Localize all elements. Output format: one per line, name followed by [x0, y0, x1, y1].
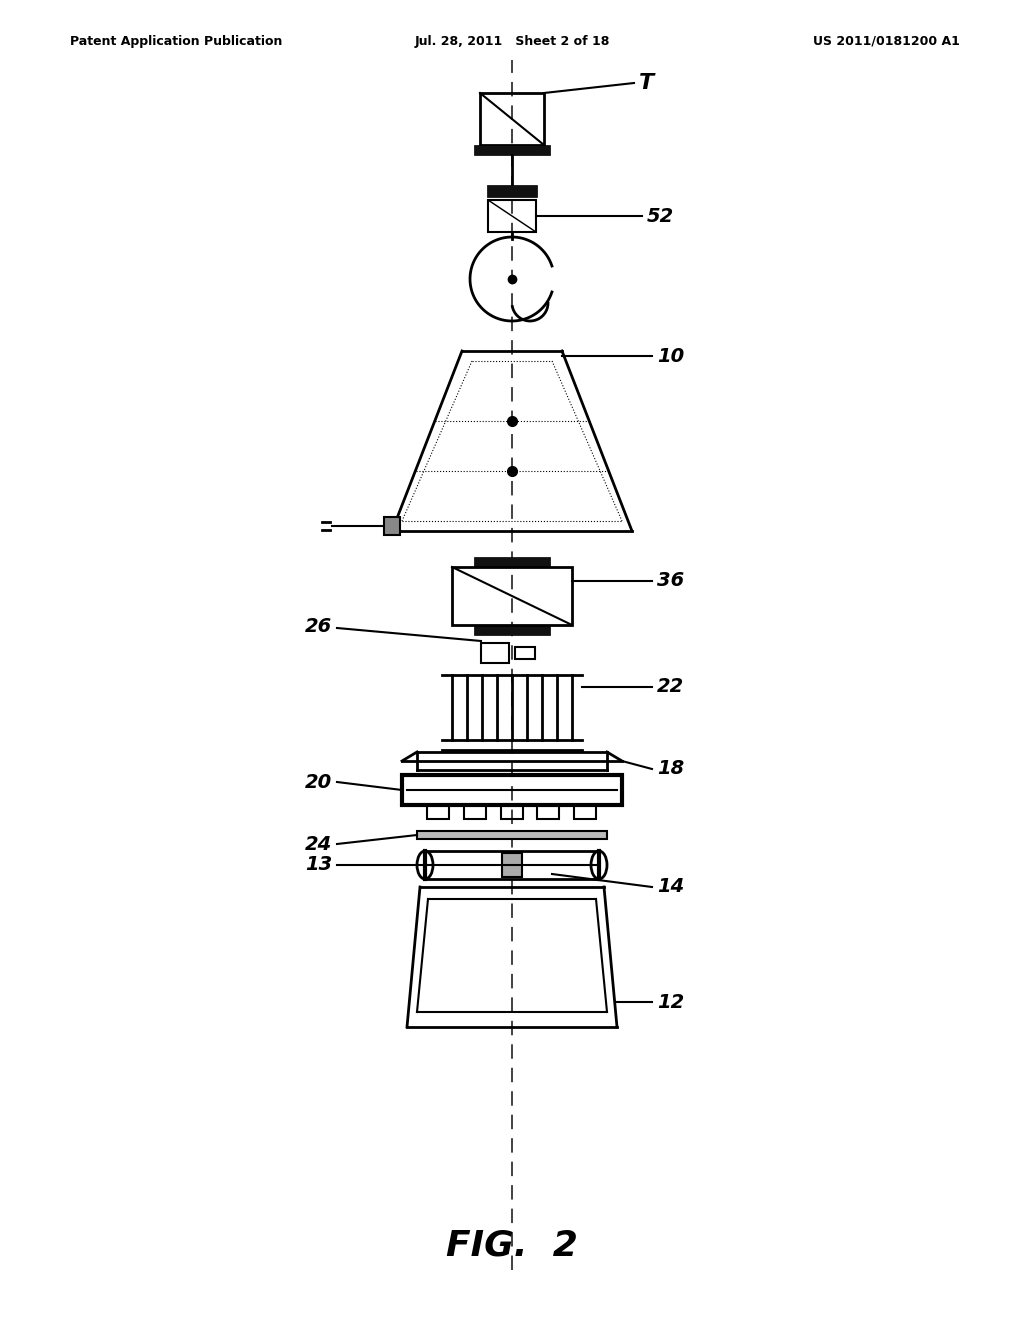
Bar	[474, 145, 550, 154]
Bar	[452, 568, 572, 624]
Bar	[481, 643, 509, 663]
Text: 36: 36	[657, 572, 684, 590]
Text: US 2011/0181200 A1: US 2011/0181200 A1	[813, 36, 961, 48]
Text: Jul. 28, 2011   Sheet 2 of 18: Jul. 28, 2011 Sheet 2 of 18	[415, 36, 609, 48]
Text: 14: 14	[657, 878, 684, 896]
Bar	[402, 775, 622, 805]
Text: T: T	[639, 73, 654, 92]
Bar	[515, 647, 535, 659]
Text: 10: 10	[657, 346, 684, 366]
Text: 52: 52	[647, 206, 674, 226]
Bar	[474, 624, 550, 635]
Bar	[537, 805, 559, 818]
Text: 13: 13	[305, 855, 332, 874]
Bar	[417, 832, 607, 840]
Bar	[384, 517, 400, 535]
Text: 12: 12	[657, 993, 684, 1011]
Bar	[574, 805, 596, 818]
Bar	[480, 92, 544, 145]
Bar	[427, 805, 449, 818]
Text: 26: 26	[305, 616, 332, 635]
Bar	[474, 557, 550, 568]
Bar	[487, 185, 537, 197]
Bar	[488, 201, 536, 232]
Text: 24: 24	[305, 834, 332, 854]
Bar	[502, 853, 522, 876]
Text: 22: 22	[657, 677, 684, 697]
Text: FIG.  2: FIG. 2	[446, 1228, 578, 1262]
Text: Patent Application Publication: Patent Application Publication	[70, 36, 283, 48]
Text: 20: 20	[305, 772, 332, 792]
Bar	[501, 805, 523, 818]
Bar	[464, 805, 486, 818]
Text: 18: 18	[657, 759, 684, 779]
